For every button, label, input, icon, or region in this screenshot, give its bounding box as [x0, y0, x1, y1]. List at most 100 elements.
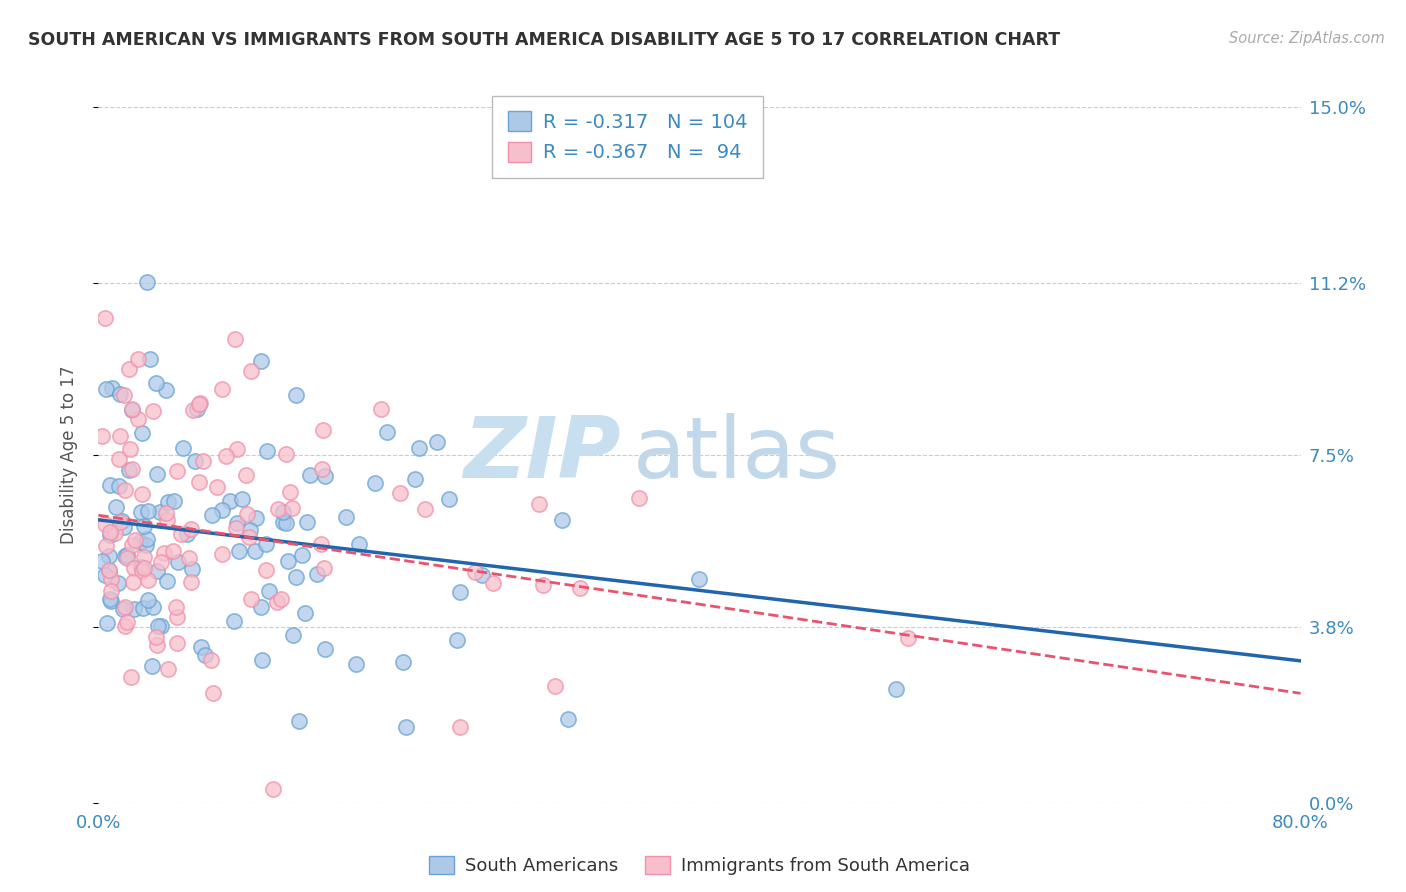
Point: [481, 576, 503, 591]
Point: [344, 657, 367, 672]
Point: [129, 535, 152, 549]
Point: [404, 472, 426, 486]
Point: [288, 714, 311, 729]
Point: [291, 549, 314, 563]
Point: [395, 720, 418, 734]
Point: [148, 619, 170, 633]
Point: [250, 354, 273, 368]
Point: [239, 364, 262, 378]
Point: [98, 528, 121, 542]
Point: [205, 480, 228, 494]
Point: [271, 505, 294, 519]
Point: [114, 483, 136, 497]
Point: [115, 550, 138, 565]
Point: [136, 593, 159, 607]
Point: [449, 585, 471, 599]
Point: [219, 493, 242, 508]
Point: [274, 516, 297, 531]
Point: [149, 505, 172, 519]
Point: [201, 686, 224, 700]
Point: [98, 564, 121, 578]
Point: [97, 563, 120, 577]
Point: [897, 631, 920, 645]
Point: [245, 511, 267, 525]
Point: [194, 648, 217, 662]
Point: [413, 502, 436, 516]
Point: [122, 574, 145, 589]
Point: [544, 679, 567, 693]
Point: [569, 581, 592, 595]
Point: [294, 606, 316, 620]
Point: [117, 463, 139, 477]
Point: [627, 491, 650, 505]
Point: [91, 429, 114, 443]
Point: [136, 573, 159, 587]
Point: [688, 573, 710, 587]
Point: [135, 538, 157, 552]
Point: [167, 555, 190, 569]
Point: [188, 475, 211, 489]
Point: [153, 546, 176, 560]
Point: [120, 442, 142, 457]
Point: [127, 352, 149, 367]
Point: [305, 566, 328, 581]
Point: [100, 584, 122, 599]
Point: [254, 563, 277, 577]
Point: [129, 505, 152, 519]
Point: [94, 568, 117, 582]
Point: [314, 641, 336, 656]
Point: [135, 275, 157, 289]
Point: [121, 462, 143, 476]
Point: [110, 514, 132, 528]
Point: [370, 402, 392, 417]
Point: [155, 383, 177, 397]
Point: [314, 469, 336, 483]
Point: [274, 448, 297, 462]
Point: [222, 614, 245, 628]
Point: [108, 515, 131, 529]
Point: [134, 561, 156, 575]
Point: [312, 423, 335, 437]
Point: [226, 516, 249, 530]
Point: [884, 681, 907, 696]
Point: [281, 628, 304, 642]
Point: [112, 520, 135, 534]
Point: [135, 532, 157, 546]
Point: [139, 352, 162, 367]
Point: [100, 572, 122, 586]
Point: [281, 500, 304, 515]
Point: [145, 638, 167, 652]
Point: [122, 602, 145, 616]
Point: [235, 467, 257, 482]
Y-axis label: Disability Age 5 to 17: Disability Age 5 to 17: [59, 366, 77, 544]
Point: [193, 454, 215, 468]
Point: [214, 450, 236, 464]
Point: [446, 632, 468, 647]
Point: [115, 615, 138, 629]
Point: [388, 486, 411, 500]
Point: [176, 526, 198, 541]
Point: [375, 425, 398, 439]
Point: [100, 593, 122, 607]
Text: atlas: atlas: [633, 413, 841, 497]
Point: [278, 484, 301, 499]
Point: [134, 518, 156, 533]
Point: [124, 533, 146, 547]
Point: [226, 442, 249, 457]
Point: [335, 509, 357, 524]
Point: [131, 487, 153, 501]
Point: [211, 547, 233, 561]
Point: [312, 560, 335, 574]
Point: [309, 537, 332, 551]
Point: [180, 574, 202, 589]
Point: [266, 595, 288, 609]
Point: [392, 655, 415, 669]
Point: [285, 388, 308, 402]
Point: [121, 403, 143, 417]
Point: [98, 549, 121, 563]
Point: [225, 521, 247, 535]
Point: [149, 555, 172, 569]
Point: [239, 523, 262, 537]
Point: [200, 508, 222, 522]
Point: [134, 550, 156, 565]
